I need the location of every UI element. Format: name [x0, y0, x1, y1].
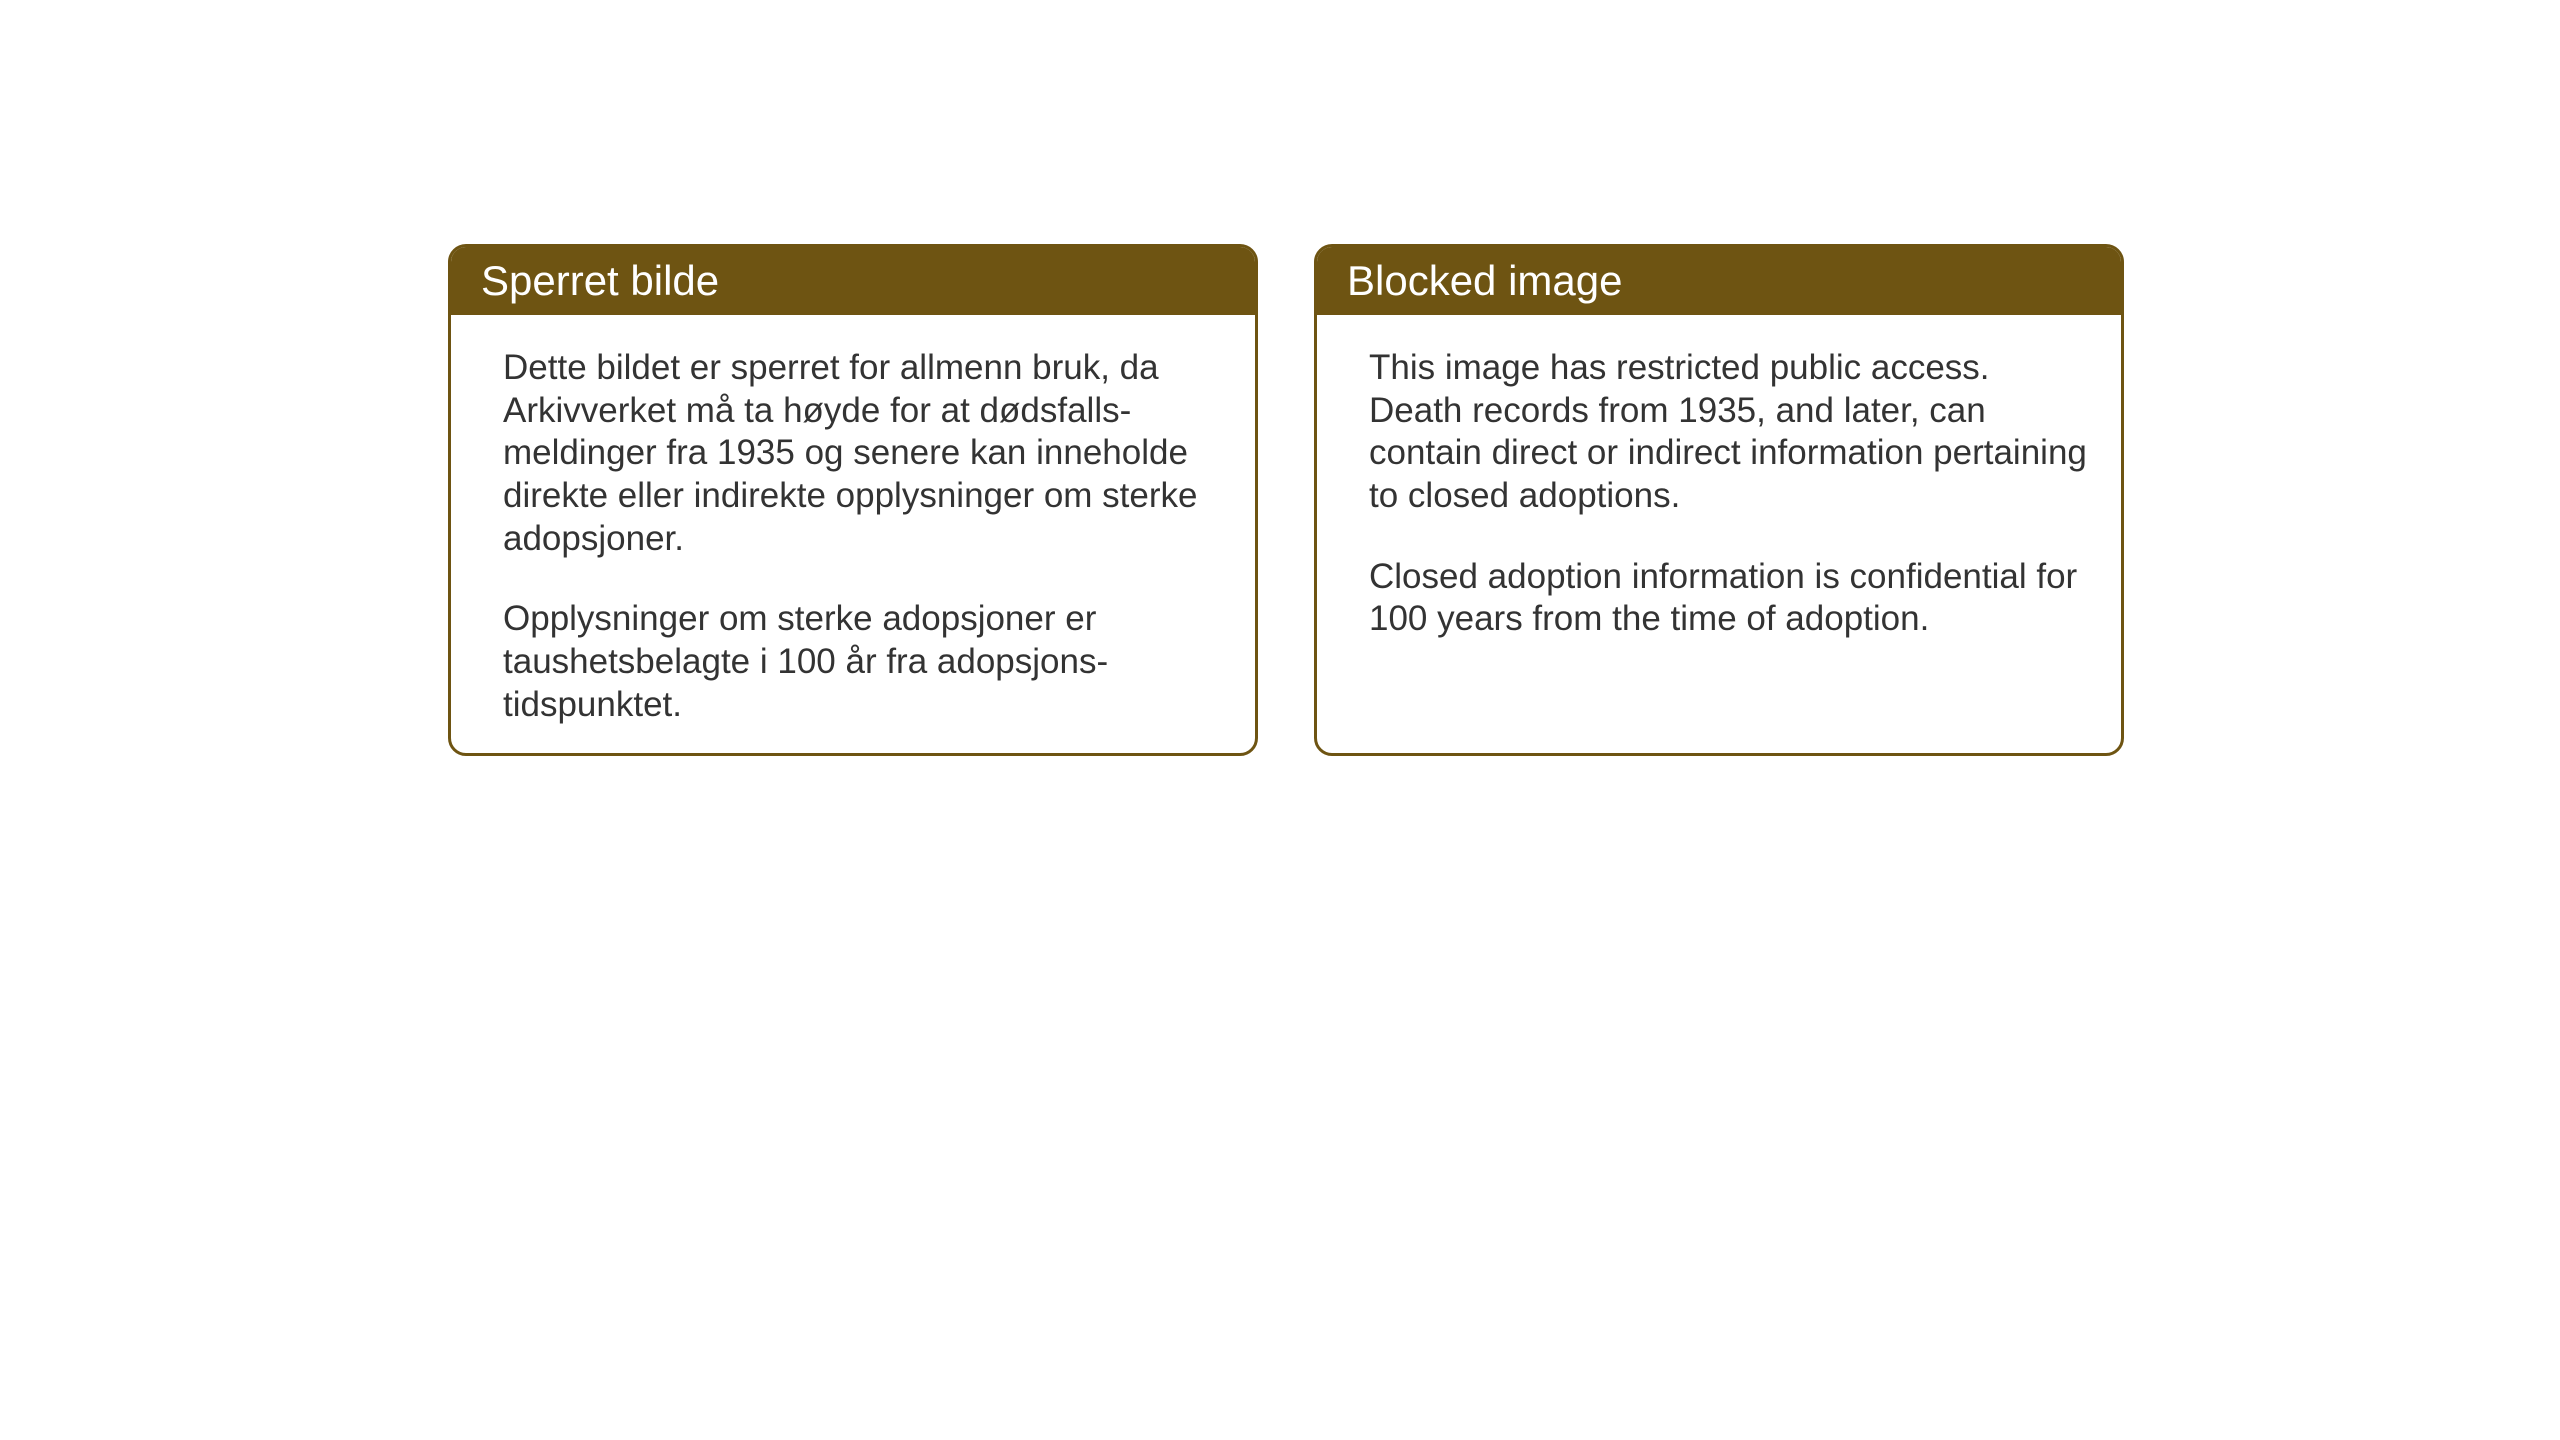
card-header-english: Blocked image	[1317, 247, 2121, 315]
card-body-english: This image has restricted public access.…	[1317, 315, 2121, 681]
notice-card-norwegian: Sperret bilde Dette bildet er sperret fo…	[448, 244, 1258, 756]
card-body-norwegian: Dette bildet er sperret for allmenn bruk…	[451, 315, 1255, 756]
card-paragraph-norwegian-1: Dette bildet er sperret for allmenn bruk…	[503, 347, 1225, 560]
notice-card-english: Blocked image This image has restricted …	[1314, 244, 2124, 756]
card-paragraph-norwegian-2: Opplysninger om sterke adopsjoner er tau…	[503, 598, 1225, 726]
card-paragraph-english-1: This image has restricted public access.…	[1369, 347, 2091, 518]
card-header-norwegian: Sperret bilde	[451, 247, 1255, 315]
card-title-norwegian: Sperret bilde	[481, 257, 719, 304]
card-title-english: Blocked image	[1347, 257, 1622, 304]
card-paragraph-english-2: Closed adoption information is confident…	[1369, 556, 2091, 641]
notice-container: Sperret bilde Dette bildet er sperret fo…	[448, 244, 2124, 756]
